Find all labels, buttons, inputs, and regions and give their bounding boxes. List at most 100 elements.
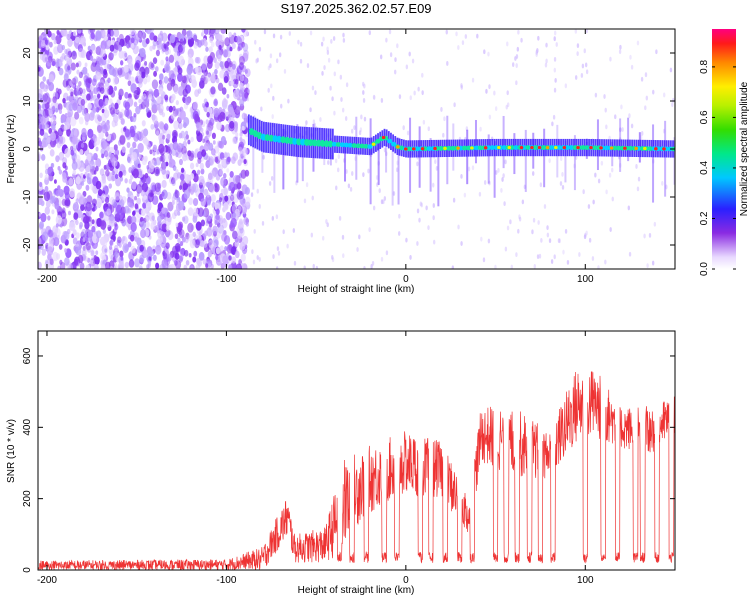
- spectrogram-noise-blob: [146, 165, 150, 170]
- spectrogram-noise-blob: [163, 76, 169, 84]
- spectrogram-noise-blob: [86, 82, 91, 89]
- spectrogram-noise-blob: [141, 120, 146, 127]
- spectrogram-noise-blob: [210, 73, 216, 82]
- spectrogram-noise-blob: [64, 48, 68, 55]
- spectrogram-noise-blob: [213, 183, 220, 193]
- spectrogram-noise-blob: [85, 242, 91, 251]
- spectrogram-noise-blob: [197, 88, 202, 94]
- spectrogram-noise-blob: [62, 97, 66, 104]
- spectrogram-faint-dot: [246, 96, 250, 102]
- spectrogram-faint-dot: [321, 235, 325, 241]
- spectrogram-noise-blob: [165, 231, 170, 238]
- spectrogram-noise-blob: [148, 212, 155, 222]
- spectrogram-faint-dot: [584, 62, 588, 68]
- spectrogram-noise-blob: [49, 131, 56, 142]
- spectrogram-noise-blob: [66, 96, 70, 101]
- spectrogram-noise-blob: [138, 154, 142, 159]
- spectrogram-noise-blob: [192, 256, 197, 263]
- spectrogram-noise-blob: [155, 262, 160, 269]
- spectrogram-noise-blob: [222, 187, 229, 196]
- spectrogram-faint-dot: [487, 238, 491, 244]
- spectrogram-faint-dot: [603, 94, 606, 99]
- spectrogram-noise-blob: [165, 242, 170, 249]
- spectrogram-noise-blob: [174, 233, 179, 240]
- spectrogram-faint-dot: [531, 229, 534, 235]
- spectrogram-noise-blob: [127, 58, 133, 67]
- spectrogram-faint-dot: [311, 85, 315, 91]
- snr-y-tick-label: 200: [22, 490, 33, 507]
- spectrogram-faint-dot: [663, 92, 666, 98]
- spectrogram-noise-blob: [207, 172, 213, 181]
- spectrogram-noise-blob: [75, 232, 80, 239]
- spectrogram-streak: [282, 128, 285, 190]
- spectrogram-noise-blob: [145, 201, 152, 211]
- spectrogram-noise-blob: [38, 118, 41, 126]
- spectrogram-noise-blob: [54, 202, 60, 210]
- spectrogram-noise-blob: [95, 146, 99, 152]
- spectrogram-noise-blob: [241, 125, 245, 131]
- spectrogram-noise-blob: [178, 158, 183, 166]
- spectrogram-faint-dot: [506, 225, 510, 231]
- spectrogram-faint-dot: [588, 237, 592, 243]
- spectrogram-noise-blob: [140, 220, 146, 230]
- spectrogram-faint-dot: [258, 256, 261, 262]
- spectrogram-noise-blob: [174, 242, 181, 252]
- spectrogram-noise-blob: [205, 127, 212, 138]
- spectrogram-noise-blob: [150, 250, 155, 256]
- spectrogram-noise-blob: [154, 182, 161, 193]
- spectrogram-faint-dot: [420, 202, 423, 208]
- spectrogram-x-tick-label: 100: [577, 274, 594, 285]
- spectrogram-noise-blob: [188, 253, 192, 258]
- spectrogram-carrier-peak: [537, 145, 542, 150]
- spectrogram-noise-blob: [93, 264, 99, 269]
- spectrogram-faint-dot: [453, 102, 456, 108]
- spectrogram-noise-blob: [197, 207, 204, 218]
- spectrogram-noise-blob: [217, 114, 223, 123]
- spectrogram-noise-blob: [117, 69, 123, 78]
- spectrogram-faint-dot: [303, 265, 306, 269]
- spectrogram-noise-blob: [47, 215, 51, 221]
- spectrogram-noise-blob: [77, 254, 84, 264]
- spectrogram-noise-blob: [91, 225, 96, 233]
- spectrogram-noise-blob: [73, 95, 79, 104]
- spectrogram-noise-blob: [38, 103, 41, 110]
- spectrogram-noise-blob: [126, 187, 130, 193]
- spectrogram-faint-dot: [323, 65, 326, 70]
- spectrogram-noise-blob: [128, 259, 135, 268]
- spectrogram-streak: [573, 135, 576, 191]
- spectrogram-noise-blob: [68, 263, 74, 269]
- spectrogram-faint-dot: [594, 92, 598, 98]
- spectrogram-noise-blob: [70, 132, 74, 137]
- spectrogram-noise-blob: [109, 265, 114, 269]
- spectrogram-noise-blob: [152, 44, 156, 50]
- spectrogram-faint-dot: [370, 264, 373, 269]
- spectrogram-noise-blob: [51, 195, 56, 203]
- spectrogram-faint-dot: [260, 106, 263, 112]
- spectrogram-y-tick-label: -20: [22, 237, 33, 252]
- spectrogram-noise-blob: [159, 30, 163, 36]
- spectrogram-noise-blob: [89, 164, 93, 170]
- spectrogram-carrier-core: [312, 139, 318, 147]
- spectrogram-faint-dot: [551, 121, 554, 127]
- spectrogram-faint-dot: [398, 94, 402, 100]
- spectrogram-noise-blob: [100, 48, 106, 57]
- spectrogram-noise-blob: [226, 94, 230, 99]
- spectrogram-noise-blob: [51, 123, 56, 131]
- snr-x-label: Height of straight line (km): [298, 585, 415, 596]
- spectrogram-faint-dot: [517, 228, 520, 234]
- spectrogram-noise-blob: [192, 33, 198, 41]
- spectrogram-noise-blob: [230, 217, 237, 228]
- spectrogram-noise-blob: [48, 82, 55, 92]
- spectrogram-noise-blob: [99, 211, 104, 219]
- spectrogram-noise-blob: [39, 145, 44, 152]
- spectrogram-faint-dot: [653, 221, 657, 227]
- spectrogram-faint-dot: [495, 170, 498, 175]
- spectrogram-carrier-core: [438, 146, 444, 151]
- spectrogram-noise-blob: [52, 96, 57, 104]
- spectrogram-faint-dot: [251, 249, 254, 255]
- spectrogram-noise-blob: [174, 108, 180, 115]
- spectrogram-noise-blob: [190, 136, 194, 143]
- spectrogram-faint-dot: [305, 120, 308, 126]
- spectrogram-noise-blob: [62, 78, 69, 88]
- spectrogram-noise-blob: [153, 166, 161, 177]
